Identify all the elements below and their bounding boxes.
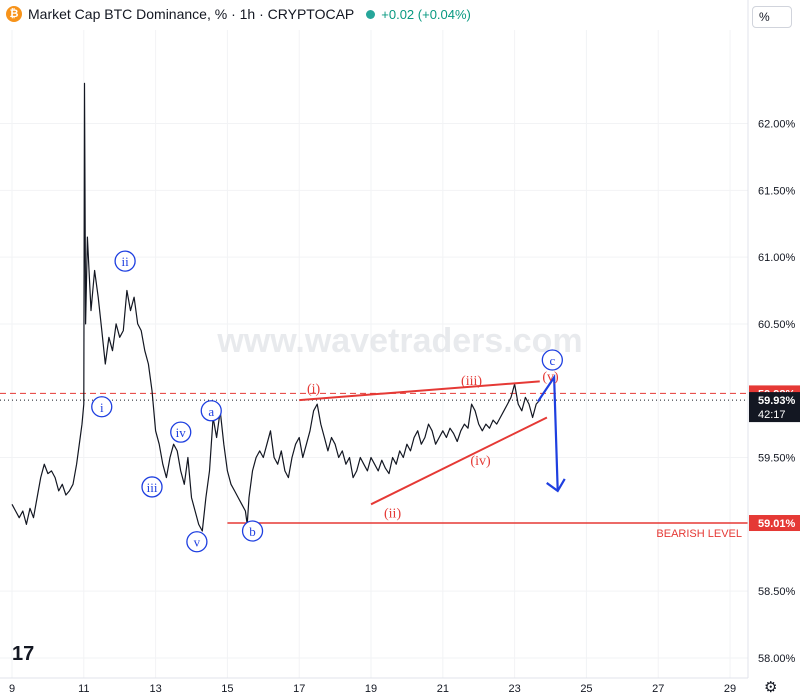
y-tick-label: 59.50%: [758, 453, 796, 465]
wave-label: iii: [147, 480, 158, 495]
market-status-dot: [366, 9, 376, 19]
wave-label: (iii): [461, 374, 482, 389]
x-tick-label: 17: [293, 683, 305, 695]
wave-label-circle: [241, 520, 264, 542]
settings-gear-icon[interactable]: ⚙: [764, 679, 778, 696]
x-tick-label: 13: [149, 683, 161, 695]
wave-label-circle: [200, 400, 222, 422]
y-tick-label: 62.00%: [758, 119, 796, 131]
x-tick-label: 19: [365, 683, 377, 695]
wave-label: v: [194, 535, 201, 550]
y-tick-label: 61.00%: [758, 252, 796, 264]
horizontal-levels: BEARISH LEVEL: [0, 392, 748, 540]
wave-label: a: [208, 404, 214, 419]
price-label-box: [749, 392, 800, 423]
x-tick-label: 11: [78, 683, 89, 695]
wave-label: (v): [542, 370, 559, 385]
x-tick-label: 25: [580, 683, 592, 695]
price-label-box: [749, 515, 800, 532]
x-tick-label: 15: [221, 683, 233, 695]
trendline: [370, 416, 548, 506]
y-tick-label: 60.50%: [758, 319, 796, 331]
y-axis-panel: [748, 0, 800, 700]
scale-unit-button[interactable]: %: [752, 6, 792, 28]
wave-label-circle: [91, 396, 113, 418]
y-tick-label: 61.50%: [758, 185, 796, 197]
arrow-head: [546, 478, 566, 493]
wave-label: ii: [121, 254, 129, 269]
wave-label: iv: [176, 425, 187, 440]
wave-label-circle: [141, 476, 163, 498]
chart-title[interactable]: Market Cap BTC Dominance, % · 1h · CRYPT…: [28, 6, 355, 22]
trendlines: [299, 380, 548, 506]
chart-grid: [0, 30, 748, 678]
tradingview-logo[interactable]: 17: [12, 643, 35, 665]
wave-label: (ii): [384, 506, 401, 521]
price-label-text: 59.93%: [758, 395, 796, 407]
arrow-path: [537, 373, 559, 491]
trendline: [299, 380, 540, 402]
x-tick-label: 21: [437, 683, 449, 695]
chart-header: ₿ Market Cap BTC Dominance, % · 1h · CRY…: [6, 6, 471, 22]
watermark-text: www.wavetraders.com: [216, 322, 582, 360]
wave-label-circle: [541, 349, 563, 371]
wave-label: (i): [307, 382, 321, 397]
projection-arrow: [537, 373, 566, 493]
x-tick-label: 23: [509, 683, 521, 695]
wave-label-circle: [170, 421, 192, 443]
price-series: [11, 82, 541, 532]
countdown-label: 42:17: [758, 409, 786, 421]
x-tick-label: 9: [9, 683, 15, 695]
bearish-level-label: BEARISH LEVEL: [656, 528, 742, 540]
bitcoin-icon: ₿: [6, 6, 22, 22]
wave-label: b: [249, 524, 256, 539]
wave-label-circle: [186, 531, 208, 553]
wave-label: c: [549, 353, 555, 368]
y-tick-label: 58.00%: [758, 653, 796, 665]
series-line: [11, 82, 541, 532]
x-tick-label: 29: [724, 683, 736, 695]
wave-label: i: [100, 400, 104, 415]
price-change: +0.02 (+0.04%): [381, 6, 471, 22]
y-tick-label: 58.50%: [758, 586, 796, 598]
wave-label: (iv): [470, 454, 491, 469]
price-label-text: 59.01%: [758, 518, 796, 530]
wave-label-circle: [114, 250, 136, 272]
x-tick-label: 27: [652, 683, 664, 695]
